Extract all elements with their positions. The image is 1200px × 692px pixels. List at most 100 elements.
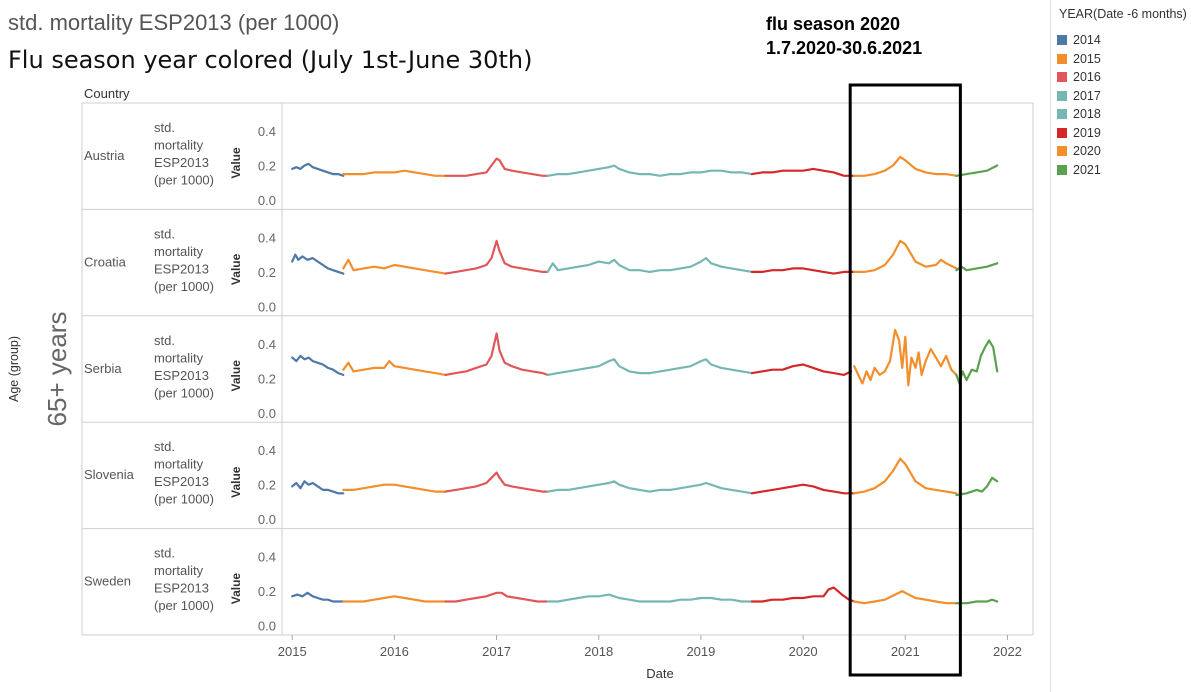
y-tick-label: 0.0: [258, 406, 276, 421]
y-tick-label: 0.0: [258, 619, 276, 634]
legend-item[interactable]: 2021: [1057, 163, 1101, 179]
legend-swatch: [1057, 35, 1067, 45]
country-label: Croatia: [84, 254, 127, 269]
y-tick-label: 0.0: [258, 512, 276, 527]
legend-swatch: [1057, 90, 1067, 101]
series-line-2017: [546, 164, 651, 177]
country-label: Serbia: [84, 361, 122, 376]
panel-slovenia: Slovenia std. mortality ESP2013 (per 1000) Va…: [82, 439, 1033, 530]
panel-austria: Austria std. mortality ESP2013 (per 1000) Val…: [82, 120, 1033, 210]
legend-title: YEAR(Date -6 months): [1059, 7, 1187, 21]
series-line-2017: [546, 258, 651, 273]
legend-label: 2019: [1073, 125, 1101, 140]
series-line-2018: [648, 257, 754, 273]
x-tick-label: 2020: [789, 644, 818, 659]
series-line-2014: [291, 480, 345, 495]
x-tick-label: 2016: [380, 644, 409, 659]
x-tick-label: 2015: [278, 644, 307, 659]
legend-swatch: [1057, 109, 1067, 119]
measure-label-line: mortality: [154, 563, 204, 578]
y-tick-label: 0.2: [258, 371, 276, 386]
annotation-date-range: 1.7.2020-30.6.2021: [766, 38, 923, 58]
series-line-2015: [342, 360, 447, 376]
legend-item[interactable]: 2015: [1057, 52, 1101, 68]
y-tick-label: 0.4: [258, 337, 276, 352]
y-axis-title: Value: [229, 360, 243, 392]
series-line-2019: [750, 586, 856, 603]
legend-label: 2015: [1073, 51, 1101, 66]
y-axis-title: Value: [229, 466, 243, 498]
legend-item[interactable]: 2018: [1057, 107, 1101, 123]
series-line-2014: [291, 253, 345, 275]
series-line-2019: [750, 167, 856, 177]
y-tick-label: 0.4: [258, 443, 276, 458]
measure-label-line: std.: [154, 226, 175, 241]
legend-label: 2021: [1073, 162, 1101, 177]
country-label: Slovenia: [84, 467, 135, 482]
series-line-2020: [853, 457, 958, 495]
series-line-2014: [291, 162, 345, 177]
y-tick-label: 0.4: [258, 124, 276, 139]
measure-label-line: std.: [154, 439, 175, 454]
legend-swatch: [1057, 127, 1067, 138]
y-axis-title: Value: [229, 253, 243, 285]
series-line-2015: [342, 258, 447, 275]
series-line-2015: [342, 169, 447, 177]
x-tick-label: 2021: [891, 644, 920, 659]
measure-label-line: (per 1000): [154, 279, 214, 294]
series-line-2018: [648, 358, 754, 375]
measure-label-line: std.: [154, 546, 175, 561]
legend-item[interactable]: 2017: [1057, 89, 1101, 105]
series-line-2019: [750, 363, 853, 376]
line-chart[interactable]: Country Age (group) 65+ years Austria std. mo…: [0, 0, 1050, 692]
panel-serbia: Serbia std. mortality ESP2013 (per 1000) Valu…: [82, 328, 1033, 423]
series-line-2019: [750, 483, 856, 495]
legend-swatch: [1057, 72, 1067, 82]
legend-item[interactable]: 2016: [1057, 70, 1101, 86]
measure-label-line: mortality: [154, 350, 204, 365]
series-line-2016: [444, 591, 549, 603]
measure-label-line: mortality: [154, 457, 204, 472]
measure-label-line: ESP2013: [154, 155, 209, 170]
series-line-2019: [750, 267, 856, 275]
country-label: Sweden: [84, 574, 131, 589]
legend-label: 2018: [1073, 107, 1101, 121]
panel-croatia: Croatia std. mortality ESP2013 (per 1000) Val…: [82, 226, 1033, 317]
series-line-2018: [648, 169, 754, 177]
measure-label-line: (per 1000): [154, 492, 214, 507]
y-tick-label: 0.2: [258, 159, 276, 174]
series-line-2017: [546, 593, 651, 603]
measure-label-line: (per 1000): [154, 173, 214, 188]
measure-label-line: ESP2013: [154, 368, 209, 383]
measure-label-line: ESP2013: [154, 581, 209, 596]
legend-swatch: [1057, 53, 1067, 64]
series-line-2018: [648, 481, 754, 495]
legend-label: 2014: [1073, 33, 1101, 47]
series-line-2021: [955, 598, 999, 605]
y-axis-title: Value: [229, 147, 243, 179]
measure-label-line: (per 1000): [154, 385, 214, 400]
measure-label-line: std.: [154, 333, 175, 348]
legend-swatch: [1057, 146, 1067, 156]
series-line-2020: [853, 590, 958, 605]
series-line-2017: [546, 358, 651, 376]
legend-item[interactable]: 2020: [1057, 144, 1101, 160]
x-axis-title: Date: [646, 666, 673, 681]
series-line-2017: [546, 480, 651, 493]
series-line-2020: [853, 239, 958, 273]
measure-label-line: (per 1000): [154, 598, 214, 613]
series-line-2021: [955, 262, 999, 272]
x-tick-label: 2017: [482, 644, 511, 659]
x-tick-label: 2018: [584, 644, 613, 659]
country-label: Austria: [84, 148, 125, 163]
chart-supertitle: std. mortality ESP2013 (per 1000): [8, 10, 340, 35]
legend-label: 2020: [1073, 144, 1101, 158]
x-tick-label: 2022: [993, 644, 1022, 659]
legend-swatch: [1057, 164, 1067, 175]
legend-item[interactable]: 2014: [1057, 33, 1101, 49]
legend-label: 2016: [1073, 70, 1101, 84]
series-line-2016: [444, 157, 549, 177]
legend-item[interactable]: 2019: [1057, 126, 1101, 142]
series-line-2016: [444, 471, 549, 493]
y-tick-label: 0.4: [258, 550, 276, 565]
